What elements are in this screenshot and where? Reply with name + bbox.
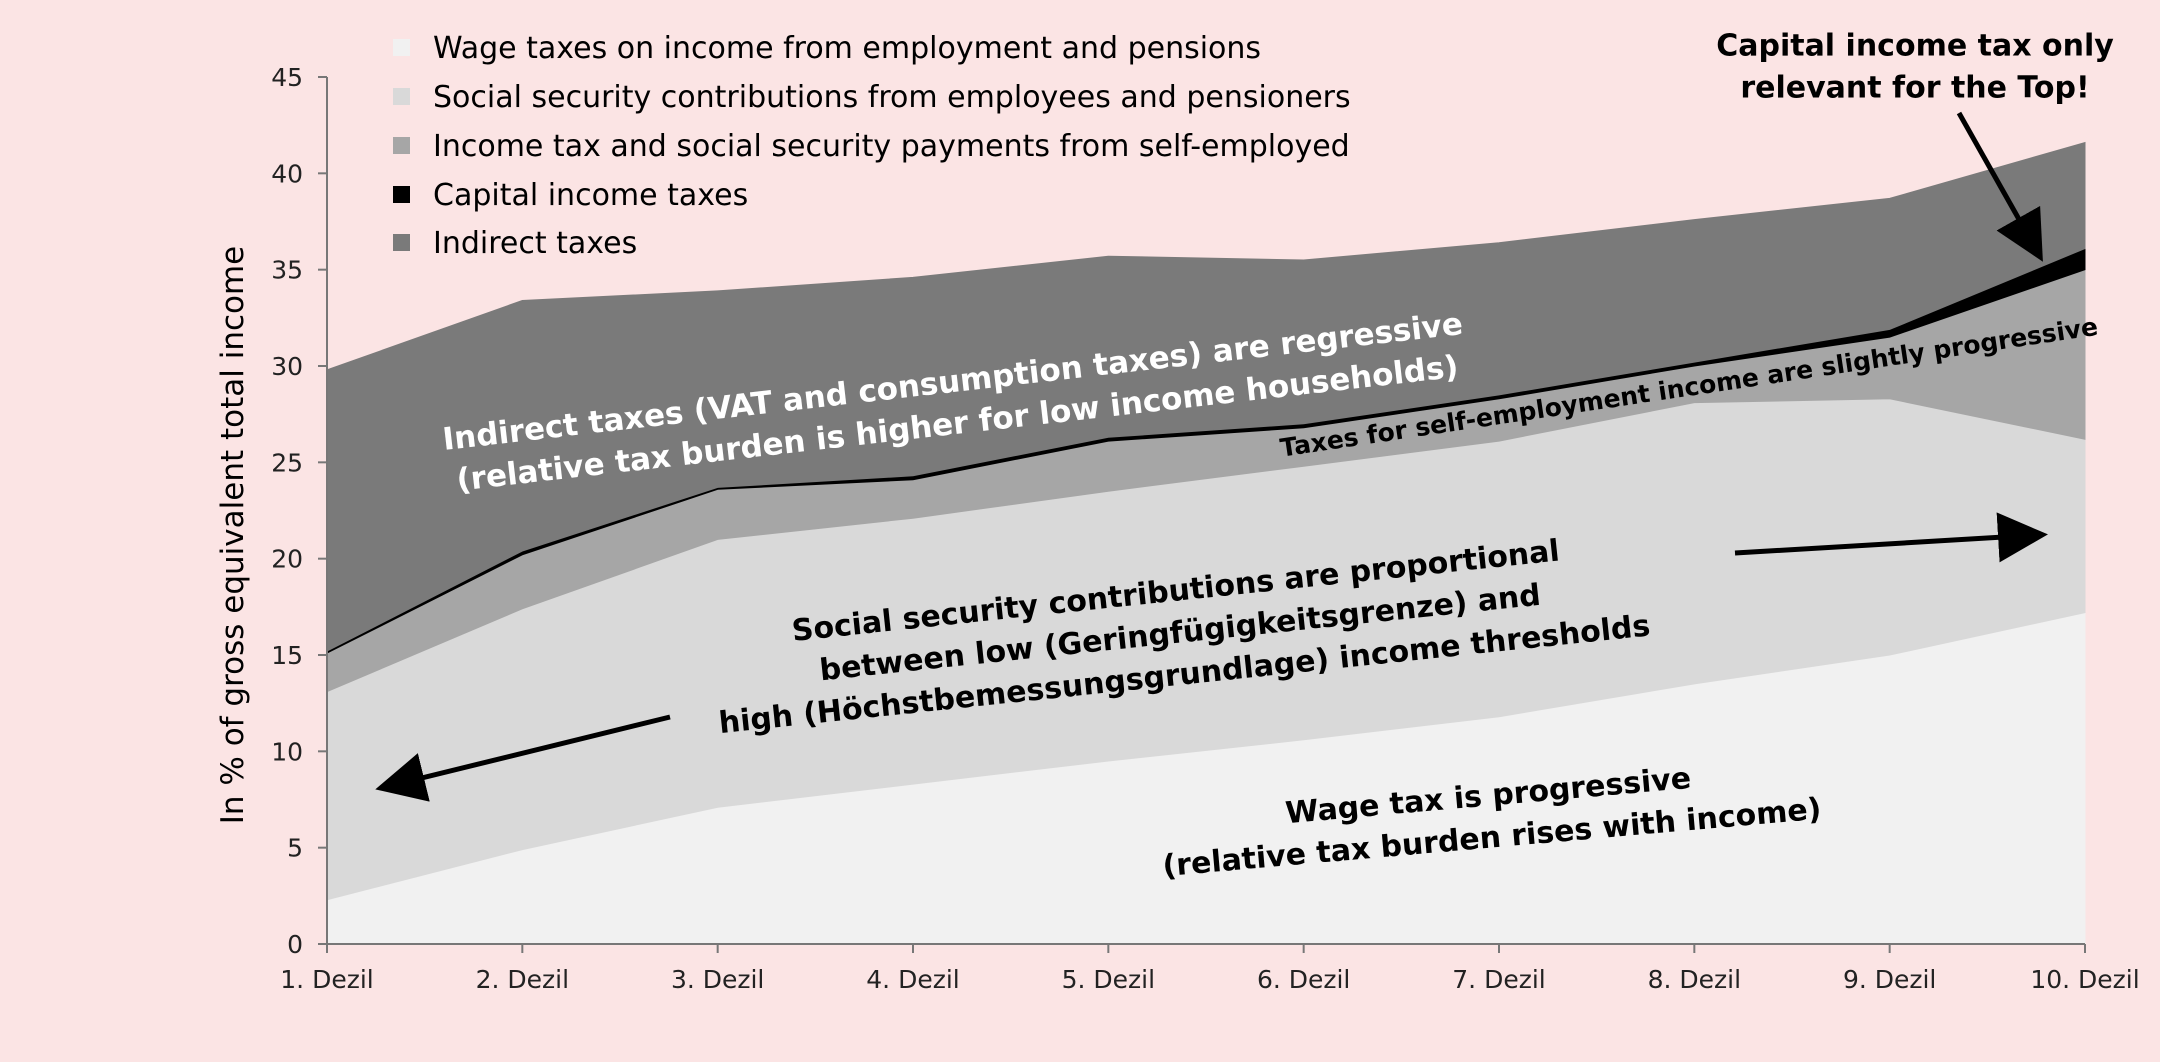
legend: Wage taxes on income from employment and… bbox=[393, 31, 1351, 261]
y-tick-label: 30 bbox=[271, 352, 303, 381]
annotation-arrow bbox=[1956, 111, 2043, 262]
y-tick-label: 35 bbox=[271, 256, 303, 285]
x-tick-label: 9. Dezil bbox=[1843, 965, 1936, 994]
legend-label: Wage taxes on income from employment and… bbox=[433, 31, 1261, 66]
legend-label: Indirect taxes bbox=[433, 226, 637, 261]
legend-swatch bbox=[393, 39, 410, 56]
legend-label: Social security contributions from emplo… bbox=[433, 80, 1351, 115]
y-tick-label: 15 bbox=[271, 641, 303, 670]
annotation-capital: Capital income tax only relevant for the … bbox=[1716, 29, 2114, 106]
x-tick-label: 3. Dezil bbox=[671, 965, 764, 994]
annotation-arrow bbox=[1734, 512, 2048, 563]
legend-label: Capital income taxes bbox=[433, 178, 748, 213]
y-tick-label: 25 bbox=[271, 448, 303, 477]
x-tick-label: 1. Dezil bbox=[280, 965, 373, 994]
y-tick-label: 20 bbox=[271, 545, 303, 574]
legend-swatch bbox=[393, 234, 410, 251]
x-tick-label: 7. Dezil bbox=[1452, 965, 1545, 994]
x-tick-label: 2. Dezil bbox=[476, 965, 569, 994]
legend-label: Income tax and social security payments … bbox=[433, 129, 1350, 164]
y-tick-label: 40 bbox=[271, 159, 303, 188]
annotation-arrow bbox=[375, 714, 671, 802]
area-layers bbox=[326, 141, 2086, 945]
x-tick-label: 10. Dezil bbox=[2030, 965, 2139, 994]
y-tick-label: 0 bbox=[287, 930, 303, 959]
area-series-5 bbox=[326, 141, 2086, 652]
axes: 0 5 10 15 20 25 30 35 40 45 1. Dezil 2. Dezil 3. Dez… bbox=[215, 63, 2140, 994]
y-tick-label: 10 bbox=[271, 737, 303, 766]
x-tick-label: 5. Dezil bbox=[1062, 965, 1155, 994]
legend-swatch bbox=[393, 88, 410, 105]
x-tick-label: 4. Dezil bbox=[866, 965, 959, 994]
y-tick-label: 45 bbox=[271, 63, 303, 92]
y-axis-label: In % of gross equivalent total income bbox=[215, 246, 251, 825]
legend-swatch bbox=[393, 186, 410, 203]
y-tick-label: 5 bbox=[287, 834, 303, 863]
x-tick-label: 6. Dezil bbox=[1257, 965, 1350, 994]
annotation-line: Capital income tax only bbox=[1716, 29, 2114, 64]
x-tick-label: 8. Dezil bbox=[1648, 965, 1741, 994]
legend-swatch bbox=[393, 137, 410, 154]
annotation-line: relevant for the Top! bbox=[1740, 71, 2089, 106]
